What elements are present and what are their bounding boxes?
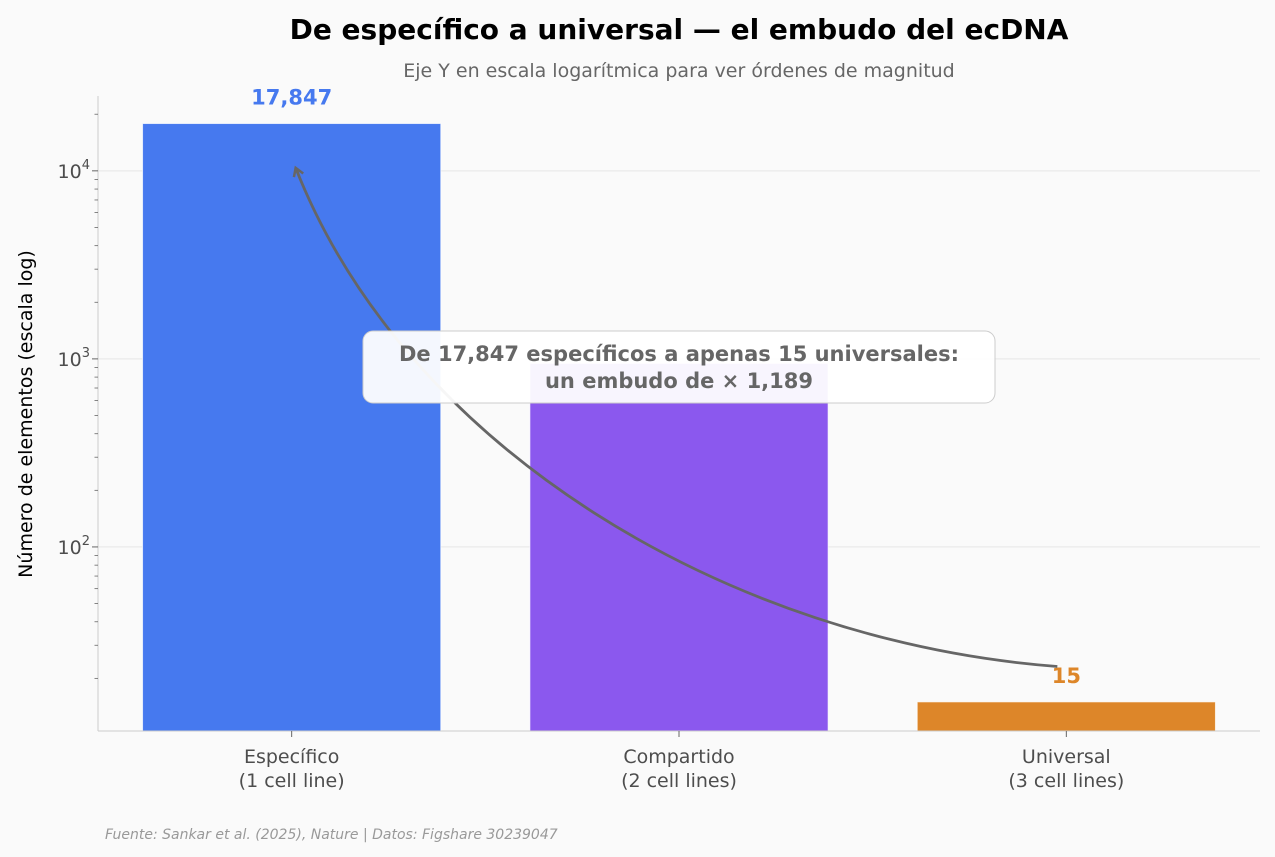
annotation-line-1: De 17,847 específicos a apenas 15 univer… (399, 342, 959, 366)
x-tick-label: (3 cell lines) (1008, 770, 1124, 792)
x-tick-label: (1 cell line) (239, 770, 345, 792)
bar (529, 362, 829, 732)
y-tick-exponent: 3 (82, 346, 90, 361)
y-tick-label: 104 (58, 158, 90, 183)
source-note: Fuente: Sankar et al. (2025), Nature | D… (105, 827, 558, 843)
chart-subtitle: Eje Y en escala logarítmica para ver órd… (403, 60, 955, 82)
annotation-box (362, 330, 996, 404)
y-tick-label: 103 (58, 346, 90, 371)
data-label: 15 (1052, 664, 1081, 688)
value-labels: 17,847 15 (251, 86, 1081, 688)
chart-title: De específico a universal — el embudo de… (290, 13, 1069, 46)
bars (142, 123, 1216, 732)
y-tick-exponent: 4 (82, 158, 90, 173)
y-axis-label: Número de elementos (escala log) (15, 250, 37, 578)
y-tick-base: 10 (58, 349, 82, 371)
annotation-line-2: un embudo de × 1,189 (545, 369, 813, 393)
y-tick-exponent: 2 (82, 534, 90, 549)
x-tick-label: Universal (1022, 746, 1111, 768)
x-ticks: Específico(1 cell line) Compartido(2 cell… (239, 731, 1124, 792)
data-label: 17,847 (251, 86, 332, 110)
bar (916, 701, 1216, 732)
annotation-arrow (292, 165, 1058, 668)
x-tick-label: Compartido (623, 746, 734, 768)
bar (142, 123, 442, 732)
y-tick-label: 102 (58, 534, 90, 559)
x-tick-label: (2 cell lines) (621, 770, 737, 792)
y-tick-base: 10 (58, 161, 82, 183)
x-tick-label: Específico (244, 746, 339, 768)
y-tick-base: 10 (58, 537, 82, 559)
annotation: De 17,847 específicos a apenas 15 univer… (292, 165, 1058, 668)
